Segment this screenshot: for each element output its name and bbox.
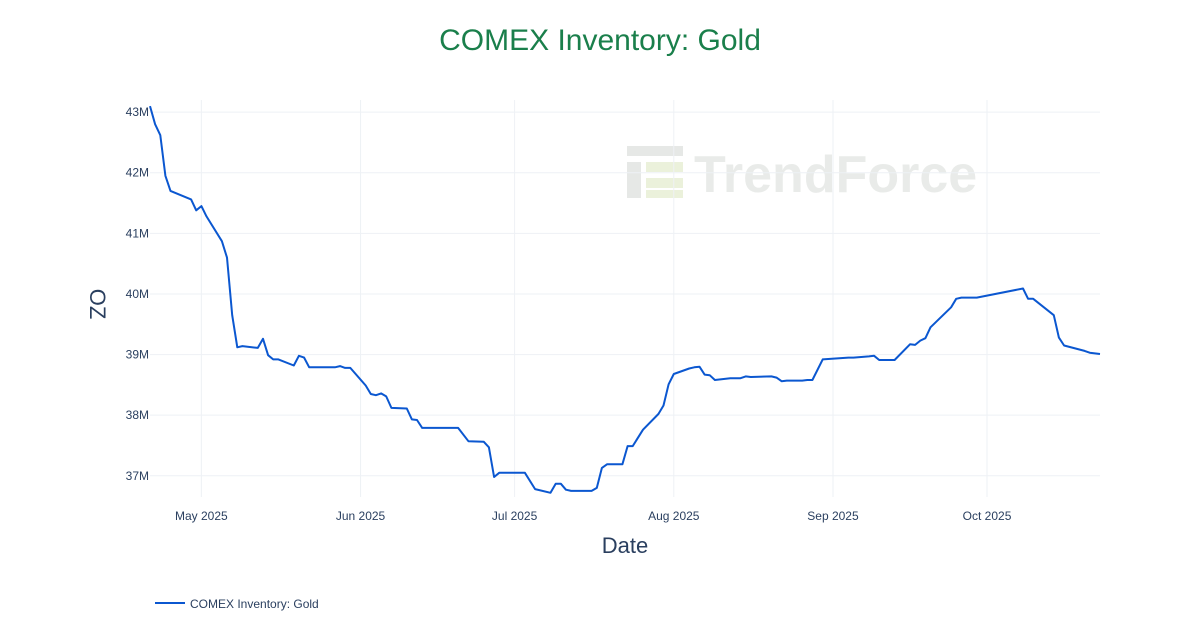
x-tick-label: Sep 2025 [807,509,859,523]
x-axis-title: Date [602,533,648,558]
y-tick-label: 43M [126,105,149,119]
y-tick-labels: 37M 38M 39M 40M 41M 42M 43M [126,105,149,483]
y-tick-label: 41M [126,226,149,240]
x-tick-label: Aug 2025 [648,509,700,523]
y-tick-label: 37M [126,469,149,483]
watermark-text: TrendForce [694,146,977,204]
y-tick-label: 42M [126,166,149,180]
y-tick-label: 40M [126,287,149,301]
x-gridlines [200,100,988,497]
y-gridlines [150,111,1100,477]
y-tick-label: 38M [126,408,149,422]
x-tick-label: May 2025 [175,509,228,523]
trendforce-watermark: TrendForce [627,146,977,204]
x-tick-label: Oct 2025 [963,509,1012,523]
y-tick-label: 39M [126,348,149,362]
x-tick-label: Jun 2025 [336,509,386,523]
x-tick-label: Jul 2025 [492,509,538,523]
legend[interactable]: COMEX Inventory: Gold [155,597,319,611]
y-axis-title: OZ [85,289,110,320]
series-line-gold-inventory[interactable] [149,105,1101,494]
legend-label[interactable]: COMEX Inventory: Gold [190,597,319,611]
x-tick-labels: May 2025 Jun 2025 Jul 2025 Aug 2025 Sep 2025… [175,509,1012,523]
series-layer [149,105,1101,494]
trendforce-logo-icon [627,146,683,198]
chart-title: COMEX Inventory: Gold [439,24,761,57]
